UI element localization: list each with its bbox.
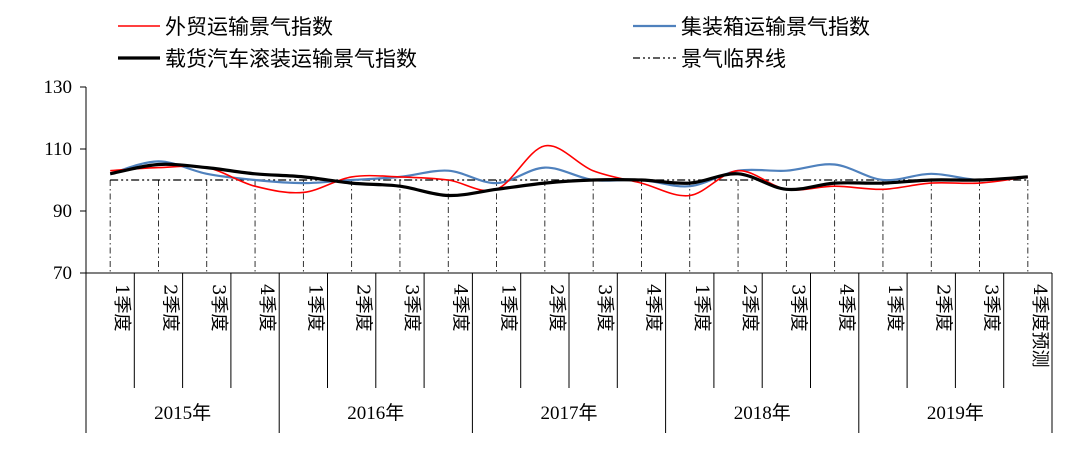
x-tick-label: 2季度: [353, 284, 374, 331]
x-tick-label: 4季度: [836, 284, 857, 331]
year-label: 2019年: [927, 402, 984, 424]
x-tick-label: 3季度: [981, 284, 1002, 331]
x-tick-label: 1季度: [884, 284, 905, 331]
x-tick-label: 4季度: [642, 284, 663, 331]
series-line-container: [109, 160, 1028, 188]
series-line-roro: [109, 162, 1028, 198]
year-label: 2018年: [734, 402, 791, 424]
x-tick-label: 2季度: [546, 284, 567, 331]
x-tick-label: 2季度: [739, 284, 760, 331]
legend-label-threshold: 景气临界线: [681, 47, 786, 71]
series-line-foreign-trade: [110, 145, 1028, 197]
x-tick-label: 1季度: [111, 284, 132, 331]
x-tick-label: 4季度: [449, 284, 470, 331]
year-label: 2016年: [347, 402, 404, 424]
y-tick-label: 110: [44, 139, 72, 160]
x-tick-label: 1季度: [691, 284, 712, 331]
x-tick-label: 1季度: [498, 284, 519, 331]
year-label: 2015年: [154, 402, 211, 424]
x-tick-label: 3季度: [208, 284, 229, 331]
legend-label-foreign-trade: 外贸运输景气指数: [165, 15, 333, 39]
y-tick-label: 90: [53, 201, 72, 222]
category-guides: [109, 180, 1029, 273]
x-tick-label: 4季度: [256, 284, 277, 331]
axes: [80, 86, 1053, 433]
year-label: 2017年: [540, 402, 597, 424]
y-tick-label: 130: [44, 77, 73, 98]
x-tick-label: 3季度: [787, 284, 808, 331]
x-tick-label: 3季度: [401, 284, 422, 331]
series-lines: [109, 145, 1028, 198]
x-tick-label: 3季度: [594, 284, 615, 331]
x-tick-label: 2季度: [159, 284, 180, 331]
x-tick-label: 1季度: [304, 284, 325, 331]
axis-labels: 70 90 110 130 1季度 2季度 3季度 4季度 1季度 2季度 3季度 4季度 1季度 2季度…: [44, 77, 1050, 424]
x-tick-label: 4季度预测: [1029, 284, 1050, 367]
legend-label-container: 集装箱运输景气指数: [681, 15, 870, 39]
y-tick-label: 70: [53, 263, 72, 284]
x-tick-label: 2季度: [932, 284, 953, 331]
legend: 外贸运输景气指数 集装箱运输景气指数 载货汽车滚装运输景气指数 景气临界线: [118, 15, 870, 71]
legend-label-roro: 载货汽车滚装运输景气指数: [165, 47, 417, 71]
